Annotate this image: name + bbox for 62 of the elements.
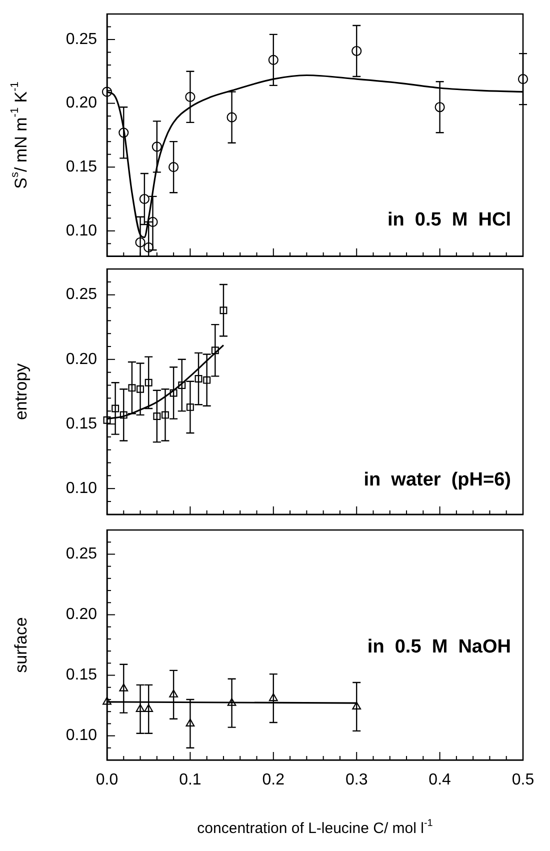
point xyxy=(139,194,150,204)
point xyxy=(220,306,228,314)
x-tick-label: 0.2 xyxy=(262,771,285,788)
point xyxy=(186,718,195,726)
y-tick-label: 0.15 xyxy=(66,158,98,176)
point xyxy=(120,411,128,419)
y-tick-label: 0.25 xyxy=(66,286,98,304)
y-tick-label: 0.10 xyxy=(66,222,98,240)
point xyxy=(203,376,211,384)
point xyxy=(153,412,161,420)
point xyxy=(148,216,158,228)
point xyxy=(136,704,145,712)
point xyxy=(186,403,194,411)
point xyxy=(119,684,128,692)
x-tick-label: 0.5 xyxy=(512,771,534,788)
point xyxy=(112,404,120,412)
y-axis-title: Ss/ mN m-1 K-1 xyxy=(9,82,31,189)
point xyxy=(169,690,178,698)
point xyxy=(152,142,162,152)
point xyxy=(102,696,112,705)
point xyxy=(268,54,278,65)
annotation: in 0.5 M HCl xyxy=(387,209,512,230)
point xyxy=(135,237,146,248)
point xyxy=(178,382,186,389)
x-tick-label: 0.4 xyxy=(428,771,452,788)
x-tick-label: 0.3 xyxy=(345,771,368,788)
point xyxy=(162,411,169,419)
point xyxy=(144,378,152,386)
point xyxy=(185,92,196,102)
point xyxy=(194,375,202,383)
point xyxy=(144,242,154,253)
point xyxy=(227,698,236,706)
point xyxy=(168,162,179,172)
y-tick-label: 0.20 xyxy=(66,606,98,624)
y-tick-label: 0.15 xyxy=(66,415,98,432)
y-tick-label: 0.20 xyxy=(66,350,98,368)
point xyxy=(170,389,178,397)
point xyxy=(211,346,219,354)
y-tick-label: 0.20 xyxy=(66,94,98,112)
point xyxy=(118,128,129,138)
y-tick-label: 0.25 xyxy=(66,546,98,563)
y-axis-title: entropy xyxy=(12,362,31,420)
y-tick-label: 0.15 xyxy=(66,666,98,684)
x-tick-label: 0.0 xyxy=(96,771,118,788)
y-tick-label: 0.25 xyxy=(66,30,98,48)
y-tick-label: 0.10 xyxy=(66,727,98,744)
point xyxy=(136,385,144,393)
point xyxy=(352,702,362,710)
annotation: in 0.5 M NaOH xyxy=(367,636,512,658)
point xyxy=(102,86,112,97)
x-tick-label: 0.1 xyxy=(179,771,202,788)
y-axis-title: surface xyxy=(12,617,31,673)
point xyxy=(128,384,136,392)
point xyxy=(352,46,362,56)
annotation: in water (pH=6) xyxy=(364,469,512,490)
point xyxy=(434,102,445,112)
y-tick-label: 0.10 xyxy=(66,480,98,497)
point xyxy=(103,416,111,424)
point xyxy=(144,704,154,712)
point xyxy=(268,693,278,702)
point xyxy=(518,74,528,84)
point xyxy=(226,112,237,122)
